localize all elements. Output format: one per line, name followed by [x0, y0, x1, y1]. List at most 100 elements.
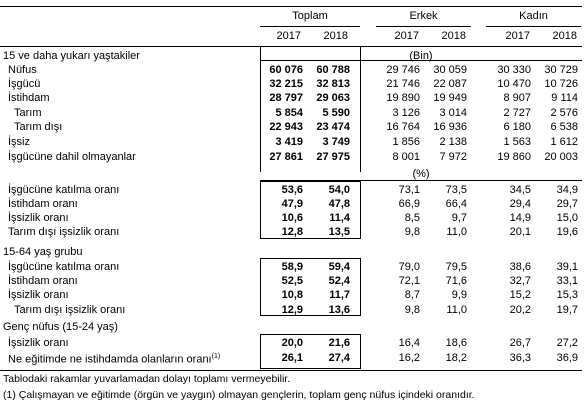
- row-label-text: İşsizlik oranı: [8, 337, 69, 349]
- cell-kadin-2017: 26,7: [509, 337, 531, 349]
- cell-kadin-2018: 20 003: [544, 151, 578, 163]
- row-label-katilma-orani-15-64: İşgücüne katılma oranı: [8, 262, 119, 273]
- table-bottom-rule: [0, 370, 582, 371]
- cell-kadin-2018: 15,3: [556, 289, 578, 301]
- year-2018: 2018: [323, 30, 348, 42]
- cell-toplam-2017: 10,8: [281, 289, 303, 301]
- cell-kadin-2018: 29,7: [556, 198, 578, 210]
- cell-toplam-2018: 11,4: [329, 212, 350, 224]
- toplam-box-pct: [260, 181, 361, 239]
- cell-erkek-2017: 73,1: [398, 184, 420, 196]
- header-kadin: Kadın: [519, 10, 548, 22]
- cell-kadin-2018: 30 729: [544, 64, 578, 76]
- row-label-text: İşgücü: [8, 78, 41, 90]
- unit-percent: (%): [412, 168, 430, 180]
- row-label-istihdam: İstihdam: [8, 93, 50, 104]
- cell-kadin-2018: 10 726: [544, 78, 578, 90]
- cell-erkek-2017: 29 746: [386, 64, 420, 76]
- cell-toplam-2018: 3 749: [322, 136, 350, 148]
- cell-erkek-2017: 16 764: [386, 121, 420, 133]
- cell-erkek-2018: 19 949: [433, 92, 467, 104]
- cell-erkek-2017: 72,1: [398, 275, 420, 287]
- cell-kadin-2018: 1 612: [550, 136, 578, 148]
- cell-erkek-2018: 2 138: [439, 136, 467, 148]
- toplam-box-15-64: [260, 258, 361, 316]
- cell-kadin-2017: 36,3: [509, 352, 531, 364]
- row-label-text: İşgücüne katılma oranı: [8, 261, 120, 273]
- row-label-text: Tarım dışı işsizlik oranı: [8, 226, 120, 238]
- cell-erkek-2018: 7 972: [439, 151, 467, 163]
- row-label-text: Tarım: [14, 107, 42, 119]
- cell-erkek-2018: 79,5: [445, 261, 467, 273]
- row-label-nufus: Nüfus: [8, 65, 37, 76]
- erkek-header-rule: [376, 26, 471, 27]
- row-label-text: Tarım dışı işsizlik oranı: [14, 304, 126, 316]
- footnote-ref: (1): [211, 353, 221, 360]
- row-label-katilma-orani: İşgücüne katılma oranı: [8, 185, 119, 196]
- row-label-text: Tarım dışı: [14, 121, 63, 133]
- cell-toplam-2017: 28 797: [269, 92, 303, 104]
- cell-erkek-2017: 8,5: [404, 212, 420, 224]
- cell-kadin-2017: 20,1: [509, 226, 531, 238]
- cell-kadin-2017: 19 860: [497, 151, 531, 163]
- cell-erkek-2017: 16,4: [398, 337, 420, 349]
- section-title-youth: Genç nüfus (15-24 yaş): [3, 321, 118, 333]
- cell-kadin-2018: 39,1: [556, 261, 578, 273]
- row-label-text: İstihdam oranı: [8, 275, 78, 287]
- cell-toplam-2018: 54,0: [328, 184, 350, 196]
- cell-erkek-2017: 21 746: [386, 78, 420, 90]
- cell-toplam-2018: 27 975: [316, 151, 350, 163]
- cell-kadin-2017: 15,2: [509, 289, 531, 301]
- row-label-text: İşsizlik oranı: [8, 289, 69, 301]
- cell-erkek-2018: 3 014: [439, 107, 467, 119]
- cell-toplam-2018: 59,4: [328, 261, 350, 273]
- cell-toplam-2018: 47,8: [328, 198, 350, 210]
- section-title-15-64: 15-64 yaş grubu: [3, 246, 83, 258]
- cell-kadin-2018: 6 538: [550, 121, 578, 133]
- cell-kadin-2017: 34,5: [509, 184, 531, 196]
- cell-toplam-2018: 52,4: [328, 275, 350, 287]
- row-label-text: Ne eğitimde ne istihdamda olanların oran…: [8, 353, 212, 366]
- unit-rule: [260, 60, 582, 61]
- row-label-text: İstihdam oranı: [8, 198, 78, 210]
- cell-kadin-2018: 27,2: [556, 337, 578, 349]
- row-label-tarim-disi-issizlik-orani: Tarım dışı işsizlik oranı: [8, 227, 119, 238]
- cell-erkek-2018: 9,7: [451, 212, 467, 224]
- cell-toplam-2018: 11,7: [329, 289, 350, 301]
- cell-erkek-2018: 73,5: [445, 184, 467, 196]
- cell-erkek-2018: 11,0: [446, 304, 467, 316]
- cell-toplam-2017: 5 854: [275, 107, 303, 119]
- cell-erkek-2018: 11,0: [446, 226, 467, 238]
- cell-erkek-2018: 9,9: [451, 289, 467, 301]
- cell-kadin-2017: 20,2: [509, 304, 531, 316]
- year-2017: 2017: [394, 30, 419, 42]
- cell-erkek-2018: 22 087: [433, 78, 467, 90]
- row-label-tarim-disi-issizlik-orani-15-64: Tarım dışı işsizlik oranı: [14, 305, 125, 316]
- cell-toplam-2018: 29 063: [316, 92, 350, 104]
- cell-toplam-2018: 13,6: [328, 304, 350, 316]
- cell-erkek-2018: 18,2: [445, 352, 467, 364]
- section-title-15plus: 15 ve daha yukarı yaştakiler: [3, 50, 140, 62]
- toplam-box-youth: [260, 334, 361, 369]
- row-label-tarim: Tarım: [14, 108, 42, 119]
- cell-toplam-2017: 58,9: [281, 261, 303, 273]
- row-label-issizlik-orani-15-64: İşsizlik oranı: [8, 290, 69, 301]
- cell-erkek-2017: 1 856: [392, 136, 420, 148]
- cell-kadin-2017: 1 563: [503, 136, 531, 148]
- row-label-text: İşsizlik oranı: [8, 212, 69, 224]
- cell-erkek-2017: 8 001: [392, 151, 420, 163]
- cell-toplam-2017: 10,6: [281, 212, 303, 224]
- cell-erkek-2018: 16 936: [433, 121, 467, 133]
- row-label-isgucune-dahil-olmayanlar: İşgücüne dahil olmayanlar: [8, 152, 136, 163]
- cell-toplam-2017: 26,1: [281, 352, 303, 364]
- unit-thousands: (Bin): [409, 50, 433, 62]
- cell-toplam-2017: 32 215: [269, 78, 303, 90]
- year-2018: 2018: [552, 30, 577, 42]
- cell-kadin-2017: 10 470: [497, 78, 531, 90]
- percent-rule: [260, 180, 582, 181]
- row-label-neet-orani: Ne eğitimde ne istihdamda olanların oran…: [8, 353, 220, 366]
- cell-erkek-2017: 66,9: [398, 198, 420, 210]
- cell-kadin-2018: 33,1: [556, 275, 578, 287]
- cell-toplam-2017: 52,5: [281, 275, 303, 287]
